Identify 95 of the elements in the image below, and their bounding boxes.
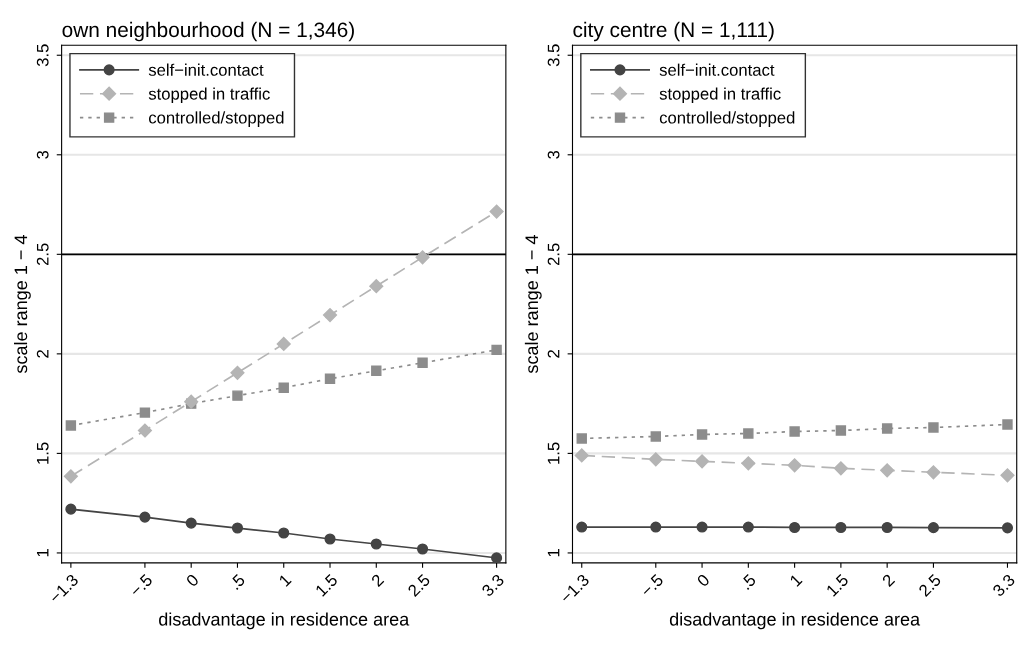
point — [276, 336, 291, 351]
point — [789, 426, 800, 437]
point — [137, 423, 152, 438]
point — [833, 461, 848, 476]
point — [576, 433, 587, 444]
point — [139, 407, 151, 418]
x-axis-title: disadvantage in residence area — [159, 612, 410, 630]
y-tick-label: 1 — [547, 549, 560, 557]
y-tick-label: 3.5 — [36, 44, 49, 67]
x-tick-label: .5 — [740, 573, 757, 591]
chart-title: city centre (N = 1,111) — [573, 21, 774, 42]
x-tick-label: 3.3 — [480, 573, 505, 598]
x-tick-label: 2.5 — [407, 573, 431, 598]
x-tick-label: −1.3 — [48, 573, 80, 604]
x-tick-label: 1 — [278, 573, 292, 587]
legend-label: controlled/stopped — [149, 111, 284, 127]
x-tick-label: −.5 — [640, 573, 664, 598]
point — [324, 373, 336, 384]
point — [926, 465, 941, 480]
point — [417, 543, 429, 555]
x-tick-label: 2.5 — [917, 573, 942, 598]
point — [696, 429, 708, 440]
point — [835, 425, 847, 436]
point — [880, 463, 895, 478]
point — [650, 521, 662, 533]
point — [415, 250, 430, 265]
y-tick-label: 2 — [547, 350, 560, 358]
x-tick-label: −1.3 — [559, 573, 590, 604]
point — [278, 527, 290, 539]
point — [694, 454, 710, 469]
point — [230, 365, 245, 380]
point — [835, 521, 847, 534]
point — [789, 521, 801, 534]
point — [1001, 522, 1014, 534]
chart-title: own neighbourhood (N = 1,346) — [62, 21, 354, 42]
x-tick-label: 0 — [696, 573, 711, 588]
point — [371, 365, 382, 376]
y-tick-label: 1.5 — [547, 442, 560, 464]
x-tick-label: 2 — [881, 573, 896, 588]
x-tick-label: .5 — [229, 573, 246, 591]
y-tick-label: 3 — [36, 150, 49, 159]
point — [65, 420, 77, 431]
point — [648, 452, 663, 467]
point — [324, 533, 336, 545]
point — [928, 422, 939, 433]
point — [1000, 468, 1015, 483]
x-tick-label: 1 — [789, 573, 803, 587]
point — [491, 344, 502, 356]
y-axis-title: scale range 1 − 4 — [524, 235, 542, 374]
point — [278, 382, 289, 393]
y-axis-title: scale range 1 − 4 — [13, 235, 31, 374]
point — [232, 390, 243, 401]
x-tick-label: 0 — [185, 573, 200, 588]
point — [491, 552, 503, 563]
point — [927, 522, 939, 534]
point — [489, 204, 504, 219]
point — [576, 521, 588, 533]
legend-label: self−init.contact — [659, 63, 775, 76]
point — [370, 538, 382, 550]
y-tick-label: 3 — [547, 150, 560, 159]
point — [184, 394, 199, 409]
y-tick-label: 3.5 — [547, 44, 560, 67]
point — [743, 428, 754, 439]
y-tick-label: 2.5 — [547, 243, 560, 266]
x-tick-label: −.5 — [129, 573, 154, 598]
point — [417, 357, 428, 369]
point — [65, 503, 77, 515]
point — [369, 279, 384, 294]
point — [787, 458, 802, 473]
x-tick-label: 2 — [370, 573, 385, 588]
point — [650, 431, 661, 442]
point — [322, 307, 338, 323]
point — [231, 522, 244, 534]
x-tick-label: 1.5 — [314, 573, 339, 597]
legend-label: stopped in traffic — [659, 87, 781, 104]
y-tick-label: 1.5 — [36, 442, 49, 464]
point — [185, 517, 197, 529]
legend-label: controlled/stopped — [659, 111, 795, 127]
point — [574, 448, 589, 463]
point — [881, 423, 893, 434]
point — [139, 511, 151, 523]
x-axis-title: disadvantage in residence area — [669, 612, 921, 630]
point — [1002, 419, 1013, 430]
x-tick-label: 1.5 — [825, 573, 850, 597]
legend-label: stopped in traffic — [148, 87, 270, 104]
point — [881, 521, 893, 534]
y-tick-label: 1 — [36, 549, 49, 557]
y-tick-label: 2 — [36, 350, 49, 358]
y-tick-label: 2.5 — [36, 243, 49, 266]
legend-label: self−init.contact — [148, 63, 264, 76]
x-tick-label: 3.3 — [991, 573, 1016, 598]
point — [741, 456, 756, 471]
point — [742, 521, 754, 533]
point — [63, 469, 78, 484]
point — [696, 521, 708, 533]
